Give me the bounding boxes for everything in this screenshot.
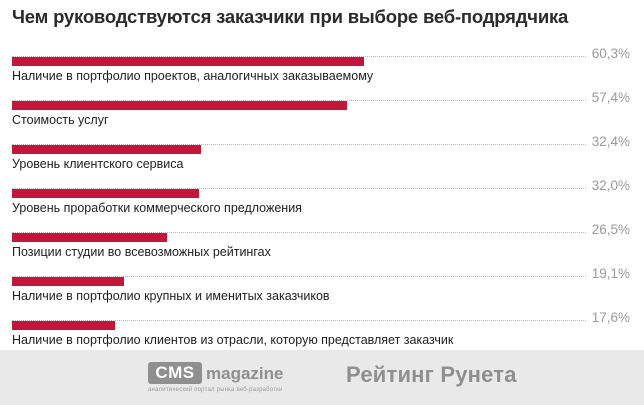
category-label: Уровень проработки коммерческого предлож… (12, 201, 302, 215)
bar-row: Наличие в портфолио крупных и именитых з… (0, 266, 644, 310)
row-dotted-rule (12, 144, 630, 145)
value-label: 32,0% (585, 178, 630, 193)
value-label: 19,1% (585, 266, 630, 281)
footer: CMS magazine аналитический портал рынка … (0, 350, 644, 405)
row-dotted-rule (12, 232, 630, 233)
bar-row: Стоимость услуг 57,4% (0, 90, 644, 134)
value-label: 60,3% (585, 46, 630, 61)
bar (12, 321, 115, 330)
bar-row: Наличие в портфолио клиентов из отрасли,… (0, 310, 644, 354)
bar (12, 277, 124, 286)
bar-row: Уровень проработки коммерческого предлож… (0, 178, 644, 222)
bar (12, 189, 199, 198)
category-label: Позиции студии во всевозможных рейтингах (12, 245, 271, 259)
category-label: Наличие в портфолио проектов, аналогичны… (12, 69, 374, 83)
bar-row: Уровень клиентского сервиса 32,4% (0, 134, 644, 178)
cms-logo-word: magazine (206, 364, 284, 383)
chart-title: Чем руководствуются заказчики при выборе… (12, 6, 569, 27)
row-dotted-rule (12, 56, 630, 57)
row-dotted-rule (12, 188, 630, 189)
value-label: 32,4% (585, 134, 630, 149)
chart-rows: Наличие в портфолио проектов, аналогичны… (0, 46, 644, 347)
category-label: Уровень клиентского сервиса (12, 157, 184, 171)
value-label: 57,4% (585, 90, 630, 105)
cms-logo-tagline: аналитический портал рынка веб-разработк… (148, 387, 283, 393)
value-label: 26,5% (585, 222, 630, 237)
category-label: Наличие в портфолио клиентов из отрасли,… (12, 333, 454, 347)
cms-logo-box: CMS (148, 362, 202, 384)
bar-row: Позиции студии во всевозможных рейтингах… (0, 222, 644, 266)
row-dotted-rule (12, 276, 630, 277)
value-label: 17,6% (585, 310, 630, 325)
bar (12, 101, 348, 110)
row-dotted-rule (12, 100, 630, 101)
bar-row: Наличие в портфолио проектов, аналогичны… (0, 46, 644, 90)
category-label: Стоимость услуг (12, 113, 109, 127)
category-label: Наличие в портфолио крупных и именитых з… (12, 289, 330, 303)
row-dotted-rule (12, 320, 630, 321)
bar (12, 57, 365, 66)
cms-magazine-logo[interactable]: CMS magazine аналитический портал рынка … (148, 359, 298, 395)
bar (12, 233, 167, 242)
bar (12, 145, 202, 154)
rating-runeta-logo[interactable]: Рейтинг Рунета (346, 362, 517, 387)
